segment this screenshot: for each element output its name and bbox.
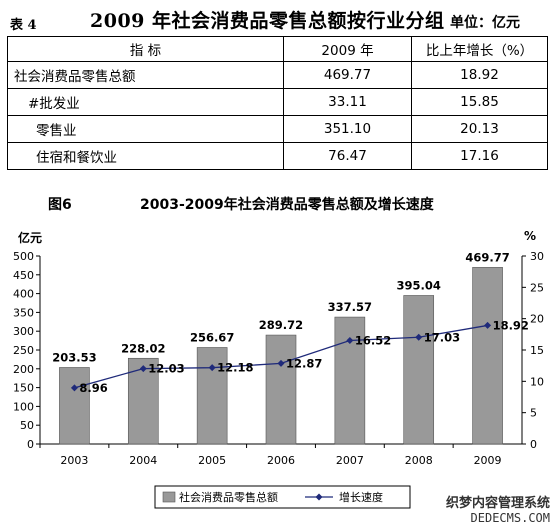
bar-value-label: 469.77 bbox=[465, 250, 509, 264]
bar bbox=[472, 267, 503, 445]
watermark-url: DEDECMS.COM bbox=[470, 511, 550, 525]
bar bbox=[59, 367, 90, 445]
row-growth: 20.13 bbox=[411, 115, 548, 143]
figure-title: 2003-2009年社会消费品零售总额及增长速度 bbox=[140, 197, 434, 213]
y-tick-label-left: 200 bbox=[13, 363, 34, 376]
row-label: 住宿和餐饮业 bbox=[7, 142, 284, 170]
y-tick-label-left: 250 bbox=[13, 344, 34, 357]
bar-value-label: 228.02 bbox=[121, 341, 165, 355]
growth-value-label: 12.18 bbox=[217, 361, 253, 375]
growth-point bbox=[139, 365, 147, 373]
table-row: 住宿和餐饮业 76.47 17.16 bbox=[7, 142, 548, 170]
y-tick-label-left: 100 bbox=[13, 400, 34, 413]
y-tick-label-left: 400 bbox=[13, 288, 34, 301]
row-growth: 17.16 bbox=[411, 142, 548, 170]
row-label: 零售业 bbox=[7, 115, 284, 143]
y-tick-label-left: 150 bbox=[13, 382, 34, 395]
x-tick-label: 2004 bbox=[129, 454, 157, 467]
bar-value-label: 395.04 bbox=[397, 278, 441, 292]
bar bbox=[403, 295, 435, 445]
y-tick-label-right: 30 bbox=[530, 250, 544, 263]
growth-value-label: 17.03 bbox=[424, 330, 460, 344]
y-tick-label-right: 0 bbox=[530, 438, 537, 451]
table-row: 零售业 351.10 20.13 bbox=[7, 115, 548, 143]
legend-box bbox=[154, 485, 411, 509]
x-tick-label: 2006 bbox=[267, 454, 295, 467]
x-tick-label: 2008 bbox=[405, 454, 433, 467]
header-indicator: 指 标 bbox=[7, 36, 284, 62]
row-growth: 18.92 bbox=[411, 61, 548, 89]
y-tick-label-right: 20 bbox=[530, 313, 544, 326]
bar bbox=[196, 347, 228, 445]
x-tick-label: 2003 bbox=[60, 454, 88, 467]
bar bbox=[265, 334, 297, 445]
row-value: 76.47 bbox=[283, 142, 412, 170]
row-value: 33.11 bbox=[283, 88, 412, 116]
bar bbox=[127, 357, 159, 445]
header-year: 2009 年 bbox=[283, 36, 412, 62]
y-tick-label-right: 25 bbox=[530, 281, 544, 294]
x-tick-label: 2007 bbox=[336, 454, 364, 467]
figure-caption: 图6 bbox=[48, 197, 72, 213]
bar-value-label: 256.67 bbox=[190, 330, 234, 344]
row-label: 社会消费品零售总额 bbox=[7, 61, 284, 89]
bar-value-label: 337.57 bbox=[328, 300, 372, 314]
y-tick-label-right: 15 bbox=[530, 344, 544, 357]
legend-swatch-bars bbox=[162, 491, 176, 503]
y-tick-label-right: 5 bbox=[530, 407, 537, 420]
growth-value-label: 18.92 bbox=[493, 318, 529, 332]
y-tick-label-right: 10 bbox=[530, 375, 544, 388]
growth-point bbox=[484, 321, 492, 329]
row-value: 351.10 bbox=[283, 115, 412, 143]
row-value: 469.77 bbox=[283, 61, 412, 89]
row-label: #批发业 bbox=[7, 88, 284, 116]
growth-value-label: 16.52 bbox=[355, 333, 391, 347]
y-tick-label-left: 450 bbox=[13, 269, 34, 282]
growth-point bbox=[70, 384, 78, 392]
data-table: 指 标 2009 年 比上年增长（%） 社会消费品零售总额 469.77 18.… bbox=[7, 36, 548, 170]
table-title: 2009 年社会消费品零售总额按行业分组 bbox=[90, 10, 445, 32]
legend-label-bars: 社会消费品零售总额 bbox=[179, 490, 278, 504]
combo-chart: 亿元 % 0 50 100 150 200 250 300 350 400 450 500 0 5 10 15 2… bbox=[13, 229, 544, 509]
table-row: #批发业 33.11 15.85 bbox=[7, 88, 548, 116]
table-header-row: 指 标 2009 年 比上年增长（%） bbox=[7, 36, 548, 62]
y-tick-label-left: 300 bbox=[13, 325, 34, 338]
y-tick-label-left: 350 bbox=[13, 306, 34, 319]
x-tick-label: 2009 bbox=[474, 454, 502, 467]
x-tick-label: 2005 bbox=[198, 454, 226, 467]
table-row: 社会消费品零售总额 469.77 18.92 bbox=[7, 61, 548, 89]
growth-point bbox=[208, 364, 216, 372]
row-growth: 15.85 bbox=[411, 88, 548, 116]
y-axis-left-label: 亿元 bbox=[18, 230, 42, 245]
y-axis-right-label: % bbox=[524, 229, 536, 243]
growth-value-label: 12.87 bbox=[286, 356, 322, 370]
watermark-text: 织梦内容管理系统 bbox=[445, 496, 550, 511]
legend-swatch-marker bbox=[315, 493, 323, 501]
y-tick-label-left: 0 bbox=[27, 438, 34, 451]
growth-point bbox=[415, 333, 423, 341]
header-growth: 比上年增长（%） bbox=[411, 36, 548, 62]
growth-value-label: 12.03 bbox=[148, 362, 184, 376]
bar-value-label: 289.72 bbox=[259, 318, 303, 332]
y-tick-label-left: 500 bbox=[13, 250, 34, 263]
bar-value-label: 203.53 bbox=[52, 350, 96, 364]
legend-label-line: 增长速度 bbox=[339, 490, 383, 504]
table-caption: 表 4 bbox=[10, 18, 37, 33]
growth-point bbox=[346, 336, 354, 344]
growth-value-label: 8.96 bbox=[79, 381, 107, 395]
y-tick-label-left: 50 bbox=[20, 419, 34, 432]
growth-point bbox=[277, 359, 285, 367]
table-unit: 单位：亿元 bbox=[450, 15, 520, 31]
